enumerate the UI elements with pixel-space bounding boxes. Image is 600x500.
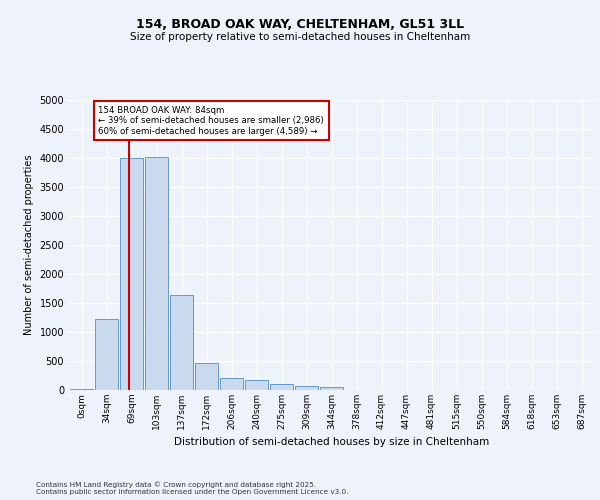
Bar (295, 386, 319, 390)
Bar (145, 158, 169, 390)
Bar (194, 362, 218, 390)
Bar (170, 295, 193, 390)
Bar (320, 387, 343, 390)
Text: Contains HM Land Registry data © Crown copyright and database right 2025.
Contai: Contains HM Land Registry data © Crown c… (36, 482, 349, 495)
X-axis label: Distribution of semi-detached houses by size in Cheltenham: Distribution of semi-detached houses by … (174, 438, 489, 448)
Bar (245, 380, 268, 390)
Bar (70, 389, 94, 390)
Text: Size of property relative to semi-detached houses in Cheltenham: Size of property relative to semi-detach… (130, 32, 470, 42)
Text: 154 BROAD OAK WAY: 84sqm
← 39% of semi-detached houses are smaller (2,986)
60% o: 154 BROAD OAK WAY: 84sqm ← 39% of semi-d… (98, 106, 324, 136)
Bar (95, 319, 118, 390)
Y-axis label: Number of semi-detached properties: Number of semi-detached properties (24, 155, 34, 336)
Bar (269, 384, 293, 390)
Bar (119, 158, 143, 390)
Text: 154, BROAD OAK WAY, CHELTENHAM, GL51 3LL: 154, BROAD OAK WAY, CHELTENHAM, GL51 3LL (136, 18, 464, 30)
Bar (220, 378, 244, 390)
